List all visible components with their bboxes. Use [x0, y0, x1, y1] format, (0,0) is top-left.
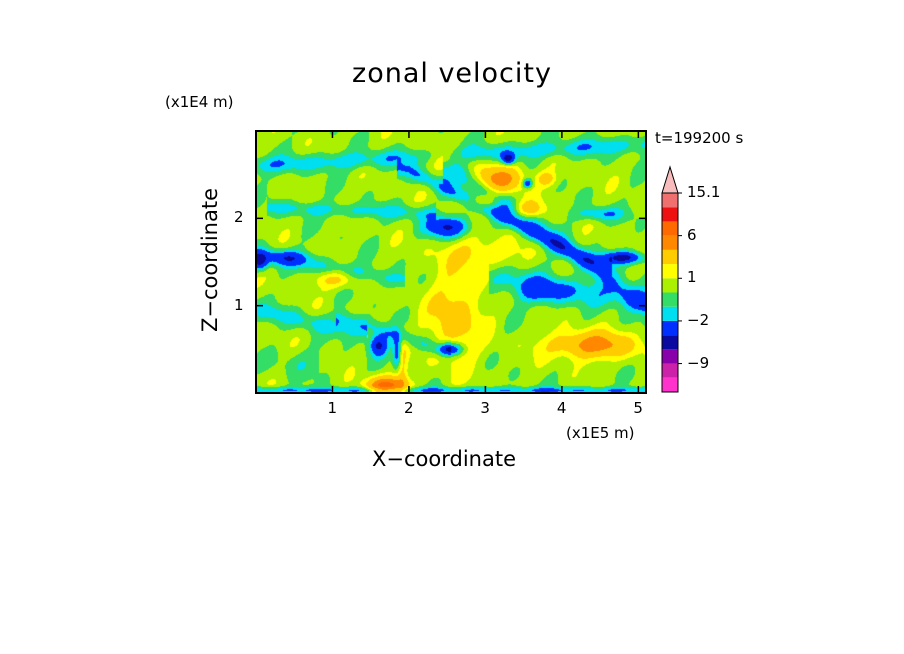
x-tick-label: 1 [327, 399, 338, 417]
time-label: t=199200 s [655, 129, 744, 147]
colorbar-label: −2 [687, 310, 710, 329]
chart-title: zonal velocity [352, 58, 552, 89]
colorbar-label: 15.1 [687, 183, 721, 201]
y-unit-label: (x1E4 m) [165, 93, 234, 111]
colorbar-cell [662, 320, 678, 336]
colorbar-cell [662, 306, 678, 321]
colorbar-cell [662, 221, 678, 236]
colorbar-cell [662, 193, 678, 208]
colorbar-cell [662, 363, 678, 378]
colorbar-cell [662, 235, 678, 250]
colorbar-cell [662, 278, 678, 293]
y-tick-label: 1 [234, 295, 244, 314]
colorbar-cell [662, 335, 678, 350]
x-axis-label: X−coordinate [372, 447, 516, 471]
colorbar-extend-triangle [661, 165, 679, 194]
x-tick-label: 5 [633, 399, 643, 417]
colorbar-cell [662, 377, 678, 392]
colorbar-frame [661, 192, 679, 393]
x-tick-label: 4 [556, 399, 567, 417]
colorbar-label: −9 [687, 353, 710, 372]
y-tick-label: 2 [234, 208, 244, 227]
colorbar-label: 6 [687, 225, 697, 244]
colorbar-cell [662, 207, 678, 222]
y-axis-label: Z−coordinate [198, 188, 222, 332]
colorbar-cell [662, 292, 678, 307]
x-tick-label: 3 [480, 399, 490, 417]
colorbar-cell [662, 349, 678, 364]
colorbar-cell [662, 264, 678, 279]
x-unit-label: (x1E5 m) [566, 424, 635, 442]
heatmap-plot [256, 131, 646, 393]
colorbar-label: 1 [687, 268, 697, 287]
x-tick-label: 2 [403, 399, 414, 417]
colorbar-cell [662, 249, 678, 265]
